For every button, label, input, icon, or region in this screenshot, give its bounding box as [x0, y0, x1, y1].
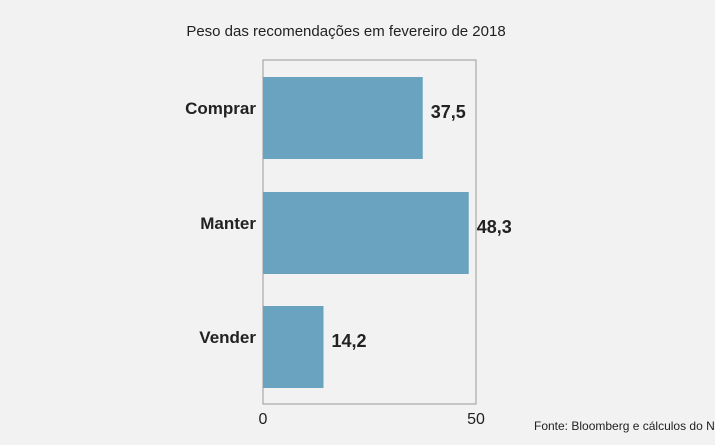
value-labels: 37,5 48,3 14,2 — [331, 102, 511, 351]
value-label-vender: 14,2 — [331, 331, 366, 351]
source-note: Fonte: Bloomberg e cálculos do Negócios — [534, 419, 715, 433]
bar-manter — [263, 192, 469, 274]
category-label-vender: Vender — [199, 328, 256, 347]
category-labels: Comprar Manter Vender — [185, 99, 256, 347]
category-label-comprar: Comprar — [185, 99, 256, 118]
x-tick-50: 50 — [467, 411, 485, 428]
value-label-comprar: 37,5 — [431, 102, 466, 122]
x-axis-ticks: 0 50 — [259, 411, 485, 428]
x-tick-0: 0 — [259, 411, 268, 428]
chart-title: Peso das recomendações em fevereiro de 2… — [186, 23, 505, 40]
bars-group — [263, 77, 469, 388]
bar-comprar — [263, 77, 423, 159]
category-label-manter: Manter — [200, 214, 256, 233]
value-label-manter: 48,3 — [477, 217, 512, 237]
bar-vender — [263, 306, 324, 388]
